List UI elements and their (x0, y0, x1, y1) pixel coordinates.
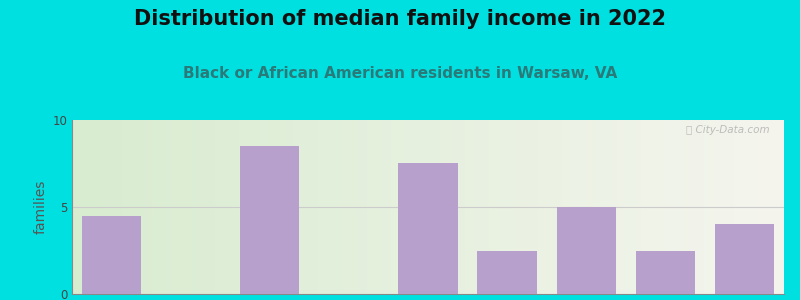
Bar (557, 207, 616, 294)
Bar (398, 164, 458, 294)
Bar (240, 146, 299, 294)
Text: Distribution of median family income in 2022: Distribution of median family income in … (134, 9, 666, 29)
Bar (714, 224, 774, 294)
Bar (636, 250, 695, 294)
Y-axis label: families: families (34, 180, 48, 234)
Bar (478, 250, 537, 294)
Text: Black or African American residents in Warsaw, VA: Black or African American residents in W… (183, 66, 617, 81)
Bar (82, 216, 142, 294)
Text: ⓘ City-Data.com: ⓘ City-Data.com (686, 125, 770, 135)
